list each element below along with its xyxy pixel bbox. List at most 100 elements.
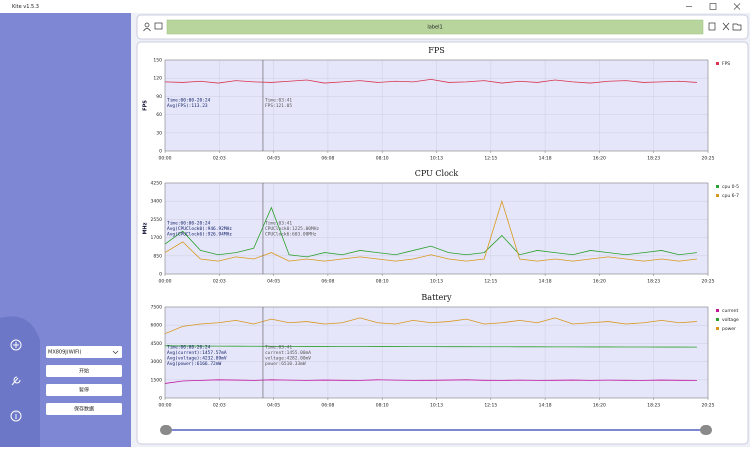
x-tick-label: 16:20 [593, 403, 606, 409]
sidebar-button[interactable] [46, 403, 122, 415]
legend-label: voltage [722, 317, 739, 323]
y-tick-label: 0 [159, 396, 162, 402]
y-tick-label: 3400 [151, 199, 163, 205]
chart: Battery 0 1500 3000 4500 6000 7500 00:00 02:03 04… [151, 293, 739, 409]
cursor-info: Time:03:41 [265, 345, 292, 351]
plot-border [164, 182, 709, 275]
x-tick-label: 20:25 [702, 279, 715, 285]
chart-title: FPS [428, 46, 444, 55]
y-tick-label: 2550 [151, 217, 163, 223]
button-label: 保存数据 [74, 406, 94, 413]
series-line [164, 317, 697, 335]
legend-label: cpu 6-7 [722, 193, 739, 199]
summary-text: Time:00:00-20:24 [167, 345, 211, 351]
window-title: Kite v1.5.3 [12, 4, 39, 10]
y-tick-label: 1700 [151, 235, 163, 241]
dropdown-arrow [112, 350, 119, 354]
x-tick-label: 14:18 [539, 403, 552, 409]
slider-handle-left[interactable] [160, 425, 172, 435]
x-tick-label: 02:03 [213, 403, 226, 409]
x-tick-label: 20:25 [702, 156, 715, 162]
nav-icons[interactable] [10, 339, 22, 422]
x-tick-label: 18:23 [647, 279, 660, 285]
x-tick-label: 04:05 [267, 279, 280, 285]
cursor-info: current:1455.00mA [265, 350, 311, 356]
sidebar-button[interactable] [46, 365, 122, 377]
x-tick-label: 16:20 [593, 279, 606, 285]
button-label: 开始 [79, 368, 89, 375]
y-tick-label: 4250 [151, 181, 163, 187]
y-tick-label: 90 [156, 94, 162, 100]
cursor-info: Time:03:41 [265, 98, 292, 104]
summary-text: Avg(power):6166.72mW [167, 361, 221, 367]
x-tick-label: 06:08 [321, 156, 334, 162]
x-tick-label: 02:03 [213, 156, 226, 162]
legend-label: cpu 0-5 [722, 184, 739, 190]
summary-text: Time:00:00-20:24 [167, 221, 211, 227]
legend-swatch [716, 318, 719, 321]
chart-title: CPU Clock [415, 169, 459, 178]
x-tick-label: 08:10 [376, 403, 389, 409]
x-tick-label: 06:08 [321, 403, 334, 409]
x-tick-label: 08:10 [376, 156, 389, 162]
legend-swatch [716, 194, 719, 197]
charts: FPS FPS 0 30 60 90 120 150 00:00 02:03 04:05 06:08 0… [143, 46, 740, 409]
x-tick-label: 18:23 [647, 156, 660, 162]
legend-swatch [716, 62, 719, 65]
y-axis-label: MHz [143, 222, 149, 234]
toolbar-label: label1 [427, 25, 442, 31]
y-tick-label: 7500 [151, 305, 163, 311]
cursor-info: CPUClock0:1225.00MHz [265, 226, 319, 232]
series-line [164, 199, 697, 262]
x-tick-label: 14:18 [539, 279, 552, 285]
y-tick-label: 4500 [151, 341, 163, 347]
x-tick-label: 12:15 [484, 156, 497, 162]
chart: CPU Clock MHz 0 850 1700 2550 3400 4250 00:00 02:… [143, 169, 740, 285]
summary-text: Avg(CPUClock6):926.94MHz [167, 232, 232, 238]
window-controls[interactable] [686, 3, 741, 10]
x-tick-label: 18:23 [647, 403, 660, 409]
y-tick-label: 60 [156, 112, 162, 118]
x-tick-label: 12:15 [484, 279, 497, 285]
y-axis-label: FPS [143, 100, 149, 111]
cursor-info: CPUClock6:603.00MHz [265, 232, 317, 238]
x-tick-label: 00:00 [159, 403, 172, 409]
button-label: 暂停 [79, 387, 89, 394]
summary-text: Avg(CPUClock0):946.92MHz [167, 226, 232, 232]
legend-label: power [722, 326, 736, 332]
x-tick-label: 10:13 [430, 279, 443, 285]
y-tick-label: 0 [159, 272, 162, 278]
legend-swatch [716, 185, 719, 188]
x-tick-label: 12:15 [484, 403, 497, 409]
summary-text: Time:00:00-20:24 [167, 98, 211, 104]
chart: FPS FPS 0 30 60 90 120 150 00:00 02:03 04:05 06:08 0… [143, 46, 731, 162]
legend-label: FPS [722, 61, 730, 67]
cursor-info: FPS:121.05 [265, 103, 292, 109]
label-bar [166, 19, 704, 35]
sidebar-button[interactable] [46, 384, 122, 396]
x-tick-label: 10:13 [430, 403, 443, 409]
cursor-info: Time:03:41 [265, 221, 292, 227]
device-name: MX809J(WIFI) [48, 350, 81, 356]
title-bar [0, 0, 750, 13]
x-tick-label: 00:00 [159, 156, 172, 162]
slider-handle-right[interactable] [700, 425, 712, 435]
y-tick-label: 120 [153, 76, 162, 82]
x-tick-label: 02:03 [213, 279, 226, 285]
series-line [164, 206, 697, 258]
x-tick-label: 00:00 [159, 279, 172, 285]
device-dropdown[interactable] [46, 346, 122, 358]
y-tick-label: 30 [156, 130, 162, 136]
series-line [164, 345, 697, 348]
plot-border [164, 59, 709, 152]
y-tick-label: 3000 [151, 359, 163, 365]
legend-swatch [716, 309, 719, 312]
series-line [164, 79, 697, 84]
x-tick-label: 20:25 [702, 403, 715, 409]
toolbar-icons[interactable] [143, 22, 742, 32]
summary-text: Avg(voltage):4232.89mV [167, 356, 227, 362]
x-tick-label: 08:10 [376, 279, 389, 285]
y-tick-label: 850 [153, 253, 162, 259]
x-tick-label: 16:20 [593, 156, 606, 162]
